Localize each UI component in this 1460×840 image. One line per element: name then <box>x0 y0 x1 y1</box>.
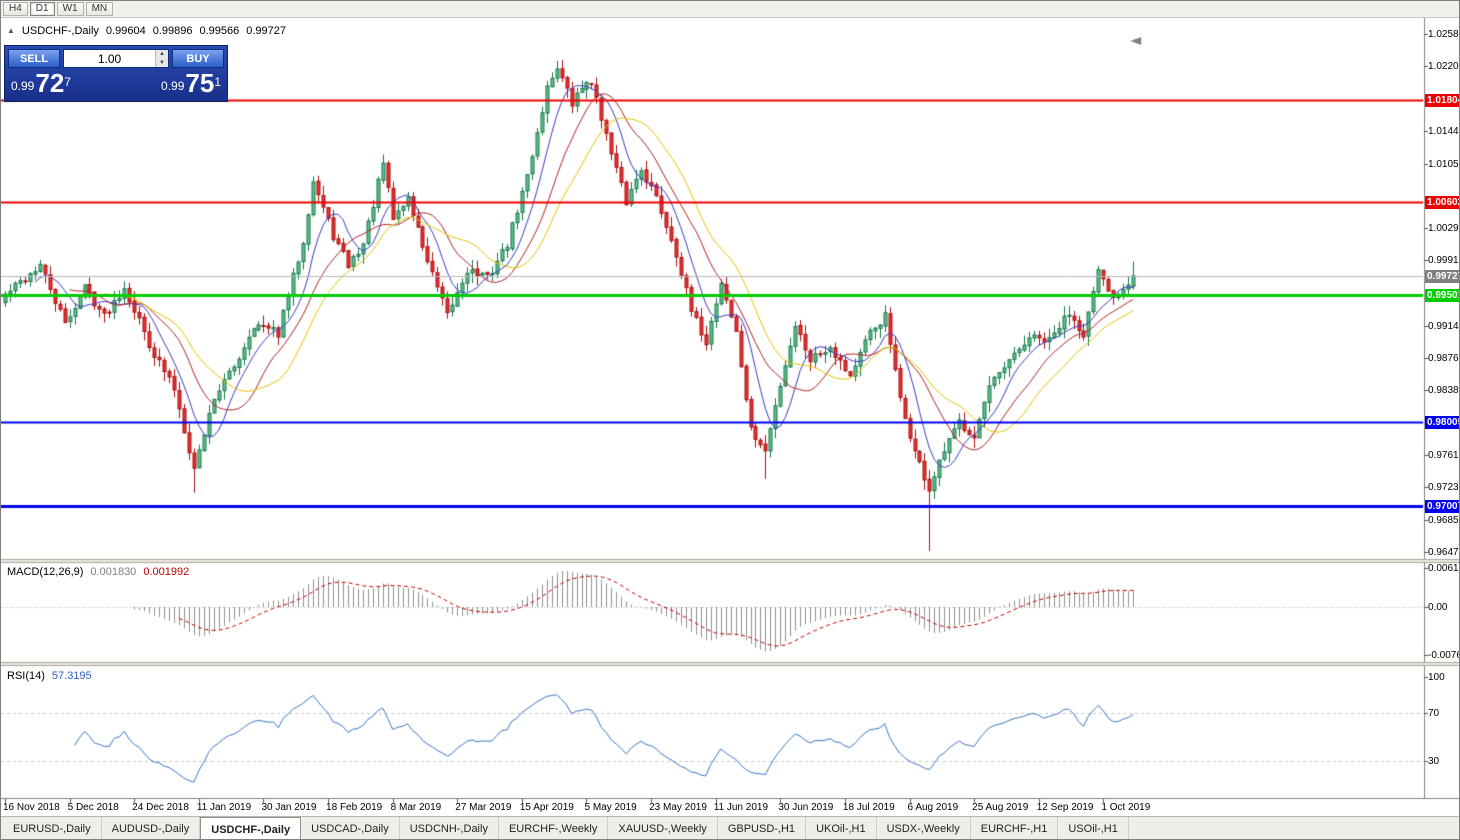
ohlc-high: 0.99896 <box>152 25 193 37</box>
bid-prefix: 0.99 <box>11 79 35 93</box>
rsi-scale-label: 70 <box>1428 708 1440 719</box>
volume-up-icon[interactable]: ▲ <box>156 50 168 59</box>
volume-spinner: ▲ ▼ <box>155 50 168 67</box>
timeframe-buttons: H4 D1 W1 MN <box>3 2 114 16</box>
trade-controls-row: SELL ▲ ▼ BUY <box>8 49 224 68</box>
volume-down-icon[interactable]: ▼ <box>156 58 168 67</box>
rsi-name: RSI(14) <box>7 670 45 682</box>
rsi-label: RSI(14) 57.3195 <box>7 670 92 682</box>
one-click-trading-panel: SELL ▲ ▼ BUY 0.99 72 7 0.99 <box>4 45 228 102</box>
chart-tab-usoil-h1[interactable]: USOil-,H1 <box>1058 817 1129 839</box>
bid-pip-fraction: 7 <box>64 75 71 89</box>
chart-tab-bar: EURUSD-,Daily AUDUSD-,Daily USDCHF-,Daily U… <box>1 816 1459 839</box>
date-axis-label: 5 Dec 2018 <box>67 802 119 813</box>
ohlc-close: 0.99727 <box>246 25 286 37</box>
ask-prefix: 0.99 <box>161 79 185 93</box>
macd-scale-label: 0.00 <box>1428 602 1448 613</box>
date-axis-label: 25 Aug 2019 <box>972 802 1029 813</box>
chart-tab-gbpusd-h1[interactable]: GBPUSD-,H1 <box>718 817 807 839</box>
date-axis-label: 30 Jun 2019 <box>778 802 834 813</box>
chart-tab-eurchf-h1[interactable]: EURCHF-,H1 <box>971 817 1059 839</box>
date-axis-label: 8 Mar 2019 <box>390 802 442 813</box>
ask-price: 0.99 75 1 <box>161 68 221 98</box>
symbol-title: USDCHF-,Daily <box>21 25 99 37</box>
chart-tab-usdchf-daily[interactable]: USDCHF-,Daily <box>200 817 302 839</box>
level-price-label[interactable]: 0.97007 <box>1425 500 1460 514</box>
macd-label: MACD(12,26,9) 0.001830 0.001992 <box>7 566 189 578</box>
macd-signal-value: 0.001992 <box>143 566 190 578</box>
current-price-label: 0.99727 <box>1425 269 1460 283</box>
date-axis-label: 24 Dec 2018 <box>132 802 189 813</box>
chart-header: ▲ USDCHF-,Daily 0.99604 0.99896 0.99566 … <box>7 25 286 37</box>
ohlc-open: 0.99604 <box>105 25 146 37</box>
level-price-label[interactable]: 1.00602 <box>1425 195 1460 209</box>
date-axis-label: 11 Jan 2019 <box>196 802 252 813</box>
chart-tab-usdcad-daily[interactable]: USDCAD-,Daily <box>301 817 400 839</box>
chart-area: ▲ USDCHF-,Daily 0.99604 0.99896 0.99566 … <box>1 18 1460 816</box>
date-axis-label: 18 Feb 2019 <box>326 802 383 813</box>
chart-tab-usdx-weekly[interactable]: USDX-,Weekly <box>877 817 971 839</box>
timeframe-button-w1[interactable]: W1 <box>56 2 84 16</box>
chart-canvas[interactable] <box>1 18 1459 816</box>
macd-name: MACD(12,26,9) <box>7 566 84 578</box>
chart-tab-audusd-daily[interactable]: AUDUSD-,Daily <box>102 817 201 839</box>
level-price-label[interactable]: 0.99501 <box>1425 288 1460 302</box>
buy-button[interactable]: BUY <box>172 49 224 68</box>
date-axis-label: 5 May 2019 <box>584 802 637 813</box>
level-price-label[interactable]: 0.98005 <box>1425 415 1460 429</box>
ask-big-digits: 75 <box>185 68 215 98</box>
date-axis-label: 23 May 2019 <box>649 802 707 813</box>
rsi-scale-label: 30 <box>1428 756 1440 767</box>
date-axis-label: 30 Jan 2019 <box>261 802 317 813</box>
date-axis-label: 12 Sep 2019 <box>1036 802 1094 813</box>
quote-display: 0.99 72 7 0.99 75 1 <box>8 68 224 98</box>
price-tick-label: 1.02200 <box>1428 61 1459 73</box>
date-axis-label: 1 Oct 2019 <box>1101 802 1151 813</box>
price-tick-label: 1.02580 <box>1428 29 1459 41</box>
ask-pip-fraction: 1 <box>214 75 221 89</box>
timeframe-button-d1[interactable]: D1 <box>29 2 55 16</box>
chart-tab-eurchf-weekly[interactable]: EURCHF-,Weekly <box>499 817 609 839</box>
chart-tab-xauusd-weekly[interactable]: XAUUSD-,Weekly <box>608 817 718 839</box>
date-axis-label: 6 Aug 2019 <box>907 802 959 813</box>
price-tick-label: 0.96470 <box>1428 546 1459 558</box>
macd-main-value: 0.001830 <box>90 566 137 578</box>
price-tick-label: 1.01440 <box>1428 125 1459 137</box>
timeframe-button-h4[interactable]: H4 <box>3 2 28 16</box>
toolbar: H4 D1 W1 MN <box>1 1 1459 18</box>
sell-button[interactable]: SELL <box>8 49 60 68</box>
macd-scale-label: 0.00613 <box>1428 563 1459 575</box>
date-axis-label: 11 Jun 2019 <box>713 802 769 813</box>
collapse-arrow-icon[interactable]: ▲ <box>7 26 15 35</box>
timeframe-button-mn[interactable]: MN <box>85 2 114 16</box>
chart-tab-ukoil-h1[interactable]: UKOil-,H1 <box>806 817 877 839</box>
date-axis-label: 15 Apr 2019 <box>519 802 574 813</box>
ohlc-low: 0.99566 <box>199 25 240 37</box>
chart-tab-eurusd-daily[interactable]: EURUSD-,Daily <box>3 817 102 839</box>
rsi-scale-label: 100 <box>1428 672 1445 683</box>
macd-scale-label: -0.00761 <box>1428 650 1459 662</box>
price-tick-label: 1.01050 <box>1428 158 1459 170</box>
bid-big-digits: 72 <box>35 68 65 98</box>
date-axis-label: 16 Nov 2018 <box>3 802 60 813</box>
bid-price: 0.99 72 7 <box>11 68 71 98</box>
level-price-label[interactable]: 1.01804 <box>1425 93 1460 107</box>
volume-input[interactable] <box>64 50 155 67</box>
date-axis-label: 18 Jul 2019 <box>842 802 895 813</box>
date-axis-label: 27 Mar 2019 <box>455 802 512 813</box>
chart-tab-usdcnh-daily[interactable]: USDCNH-,Daily <box>400 817 499 839</box>
volume-box: ▲ ▼ <box>63 49 169 68</box>
rsi-value: 57.3195 <box>51 670 92 682</box>
